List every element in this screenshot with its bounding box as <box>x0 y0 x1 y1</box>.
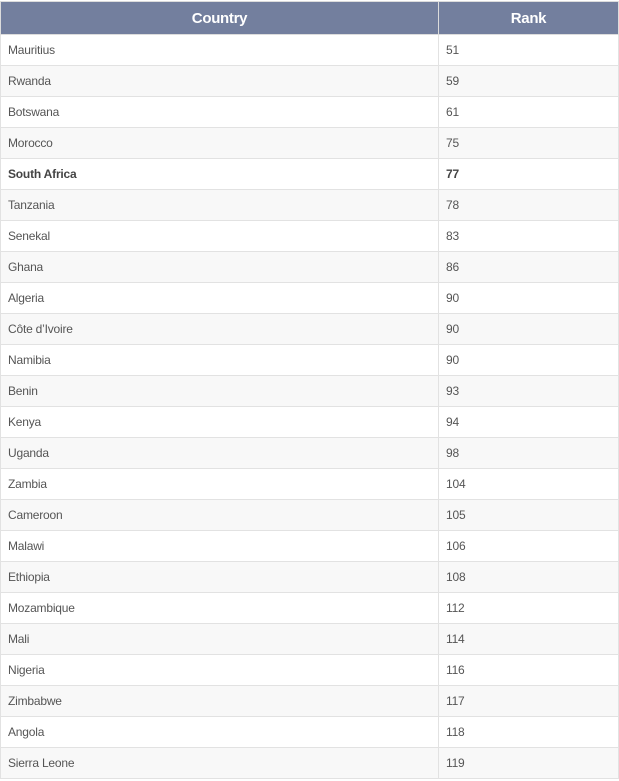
country-cell: Tanzania <box>0 189 439 221</box>
rank-cell: 118 <box>438 716 619 748</box>
country-cell: Nigeria <box>0 654 439 686</box>
table-row: Ghana 86 <box>0 251 619 283</box>
country-cell: Malawi <box>0 530 439 562</box>
country-cell: Ghana <box>0 251 439 283</box>
country-cell: Côte d’Ivoire <box>0 313 439 345</box>
country-cell: Rwanda <box>0 65 439 97</box>
column-header-country: Country <box>0 1 439 35</box>
rank-cell: 105 <box>438 499 619 531</box>
rank-cell: 86 <box>438 251 619 283</box>
table-row: Angola 118 <box>0 716 619 748</box>
table-row: Malawi 106 <box>0 530 619 562</box>
table-body: Mauritius 51 Rwanda 59 Botswana 61 Morocco 75 So… <box>0 34 619 779</box>
table-row: Zambia 104 <box>0 468 619 500</box>
country-cell: Zambia <box>0 468 439 500</box>
table-row: South Africa 77 <box>0 158 619 190</box>
country-cell: Sierra Leone <box>0 747 439 779</box>
table-row: Rwanda 59 <box>0 65 619 97</box>
table-row: Senekal 83 <box>0 220 619 252</box>
country-cell: Botswana <box>0 96 439 128</box>
table-row: Morocco 75 <box>0 127 619 159</box>
rank-cell: 117 <box>438 685 619 717</box>
country-cell: Angola <box>0 716 439 748</box>
rank-cell: 93 <box>438 375 619 407</box>
rank-cell: 51 <box>438 34 619 66</box>
table-row: Ethiopia 108 <box>0 561 619 593</box>
country-cell: Algeria <box>0 282 439 314</box>
table-row: Mali 114 <box>0 623 619 655</box>
country-cell: Uganda <box>0 437 439 469</box>
rank-cell: 94 <box>438 406 619 438</box>
country-cell: Morocco <box>0 127 439 159</box>
header-row: Country Rank <box>0 1 619 35</box>
rank-cell: 119 <box>438 747 619 779</box>
table-row: Cameroon 105 <box>0 499 619 531</box>
rank-cell: 75 <box>438 127 619 159</box>
table-row: Côte d’Ivoire 90 <box>0 313 619 345</box>
table-row: Nigeria 116 <box>0 654 619 686</box>
table-row: Benin 93 <box>0 375 619 407</box>
rank-cell: 61 <box>438 96 619 128</box>
rank-cell: 112 <box>438 592 619 624</box>
rank-cell: 98 <box>438 437 619 469</box>
rank-cell: 106 <box>438 530 619 562</box>
country-cell: Zimbabwe <box>0 685 439 717</box>
country-cell: South Africa <box>0 158 439 190</box>
table-row: Namibia 90 <box>0 344 619 376</box>
rank-cell: 59 <box>438 65 619 97</box>
rank-cell: 90 <box>438 344 619 376</box>
rank-cell: 114 <box>438 623 619 655</box>
table-row: Zimbabwe 117 <box>0 685 619 717</box>
rank-cell: 116 <box>438 654 619 686</box>
table-row: Botswana 61 <box>0 96 619 128</box>
country-cell: Mozambique <box>0 592 439 624</box>
table-row: Algeria 90 <box>0 282 619 314</box>
rank-cell: 104 <box>438 468 619 500</box>
table-row: Kenya 94 <box>0 406 619 438</box>
column-header-rank: Rank <box>438 1 619 35</box>
country-cell: Ethiopia <box>0 561 439 593</box>
country-cell: Senekal <box>0 220 439 252</box>
table-row: Tanzania 78 <box>0 189 619 221</box>
country-cell: Namibia <box>0 344 439 376</box>
rank-cell: 90 <box>438 282 619 314</box>
table-row: Sierra Leone 119 <box>0 747 619 779</box>
rank-cell: 108 <box>438 561 619 593</box>
rank-cell: 90 <box>438 313 619 345</box>
table-row: Mozambique 112 <box>0 592 619 624</box>
table-row: Uganda 98 <box>0 437 619 469</box>
country-cell: Mauritius <box>0 34 439 66</box>
rank-cell: 83 <box>438 220 619 252</box>
country-cell: Cameroon <box>0 499 439 531</box>
country-cell: Mali <box>0 623 439 655</box>
country-cell: Benin <box>0 375 439 407</box>
table-row: Mauritius 51 <box>0 34 619 66</box>
country-cell: Kenya <box>0 406 439 438</box>
rank-cell: 77 <box>438 158 619 190</box>
rank-cell: 78 <box>438 189 619 221</box>
